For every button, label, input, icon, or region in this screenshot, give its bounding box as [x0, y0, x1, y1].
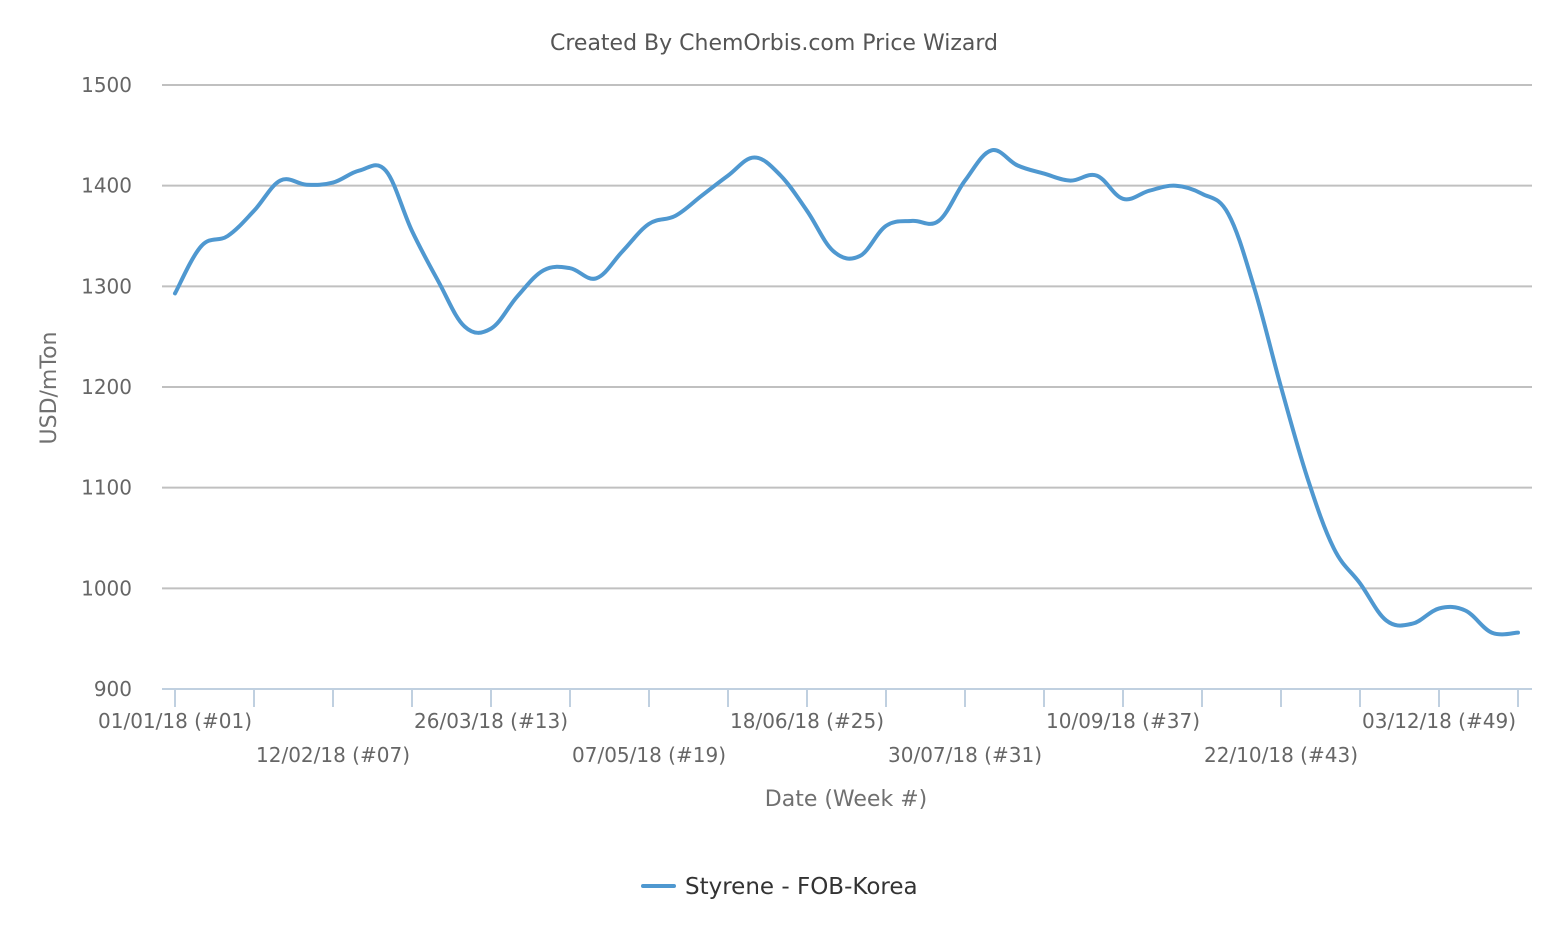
data-point-week-41[interactable] [1223, 209, 1233, 219]
x-tick-label-week-31: 30/07/18 (#31) [888, 743, 1042, 767]
data-point-week-9[interactable] [381, 166, 391, 176]
data-point-week-39[interactable] [1171, 181, 1181, 191]
data-point-week-36[interactable] [1092, 171, 1102, 181]
y-tick-label-1200: 1200 [81, 375, 132, 399]
data-point-week-20[interactable] [670, 211, 680, 221]
y-tick-label-1300: 1300 [81, 274, 132, 298]
data-point-week-29[interactable] [907, 216, 917, 226]
data-point-week-10[interactable] [407, 226, 417, 236]
data-point-week-49[interactable] [1434, 603, 1444, 613]
data-point-week-23[interactable] [749, 152, 759, 162]
data-point-week-6[interactable] [302, 180, 312, 190]
data-point-week-30[interactable] [934, 216, 944, 226]
y-tick-label-900: 900 [94, 677, 132, 701]
data-point-week-44[interactable] [1302, 473, 1312, 483]
data-point-week-24[interactable] [776, 171, 786, 181]
y-tick-label-1000: 1000 [81, 576, 132, 600]
data-point-week-19[interactable] [644, 219, 654, 229]
data-point-week-17[interactable] [591, 273, 601, 283]
data-point-week-5[interactable] [275, 176, 285, 186]
x-tick-label-week-1: 01/01/18 (#01) [98, 709, 252, 733]
data-point-week-42[interactable] [1250, 284, 1260, 294]
y-axis-title: USD/mTon [37, 332, 62, 445]
data-point-week-25[interactable] [802, 206, 812, 216]
data-point-week-33[interactable] [1013, 161, 1023, 171]
data-point-week-11[interactable] [433, 276, 443, 286]
data-point-week-22[interactable] [723, 171, 733, 181]
x-tick-label-week-7: 12/02/18 (#07) [256, 743, 410, 767]
x-tick-marks [174, 689, 1519, 707]
data-point-week-28[interactable] [881, 221, 891, 231]
data-point-week-3[interactable] [223, 231, 233, 241]
y-tick-label-1500: 1500 [81, 73, 132, 97]
data-point-week-35[interactable] [1065, 176, 1075, 186]
data-point-week-47[interactable] [1381, 616, 1391, 626]
data-point-week-12[interactable] [460, 322, 470, 332]
y-tick-label-1100: 1100 [81, 476, 132, 500]
data-point-week-27[interactable] [855, 251, 865, 261]
data-point-week-14[interactable] [512, 291, 522, 301]
series-line-0[interactable] [173, 148, 1520, 637]
data-point-week-16[interactable] [565, 263, 575, 273]
x-tick-label-week-37: 10/09/18 (#37) [1046, 709, 1200, 733]
data-point-week-48[interactable] [1408, 619, 1418, 629]
data-point-week-18[interactable] [618, 246, 628, 256]
grid-layer [162, 84, 1532, 590]
data-point-week-32[interactable] [986, 145, 996, 155]
x-tick-labels: 01/01/18 (#01)12/02/18 (#07)26/03/18 (#1… [98, 709, 1516, 767]
x-tick-label-week-13: 26/03/18 (#13) [414, 709, 568, 733]
series-layer [170, 145, 1523, 638]
data-point-week-51[interactable] [1487, 628, 1497, 638]
data-point-week-34[interactable] [1039, 169, 1049, 179]
data-point-week-38[interactable] [1144, 186, 1154, 196]
chart-title: Created By ChemOrbis.com Price Wizard [550, 31, 998, 56]
data-point-week-46[interactable] [1355, 578, 1365, 588]
data-point-week-2[interactable] [196, 241, 206, 251]
x-tick-label-week-25: 18/06/18 (#25) [730, 709, 884, 733]
data-point-week-52[interactable] [1513, 628, 1523, 638]
data-point-week-7[interactable] [328, 178, 338, 188]
data-point-week-45[interactable] [1329, 543, 1339, 553]
data-point-week-8[interactable] [354, 166, 364, 176]
legend-label-styrene-fob-korea: Styrene - FOB-Korea [685, 874, 918, 900]
x-tick-label-week-19: 07/05/18 (#19) [572, 743, 726, 767]
data-point-week-40[interactable] [1197, 189, 1207, 199]
data-point-week-4[interactable] [249, 206, 259, 216]
x-tick-label-week-49: 03/12/18 (#49) [1362, 709, 1516, 733]
data-point-week-50[interactable] [1460, 605, 1470, 615]
x-tick-label-week-43: 22/10/18 (#43) [1204, 743, 1358, 767]
y-tick-label-1400: 1400 [81, 174, 132, 198]
x-axis-title: Date (Week #) [765, 787, 927, 812]
y-tick-labels: 900 1000 1100 1200 1300 1400 1500 [81, 73, 132, 701]
data-point-week-13[interactable] [486, 324, 496, 334]
data-point-week-15[interactable] [539, 265, 549, 275]
data-point-week-43[interactable] [1276, 382, 1286, 392]
data-point-week-26[interactable] [828, 246, 838, 256]
data-point-week-37[interactable] [1118, 194, 1128, 204]
legend[interactable]: Styrene - FOB-Korea [641, 874, 918, 900]
data-point-week-1[interactable] [170, 288, 180, 298]
data-point-week-31[interactable] [960, 176, 970, 186]
data-point-week-21[interactable] [697, 191, 707, 201]
